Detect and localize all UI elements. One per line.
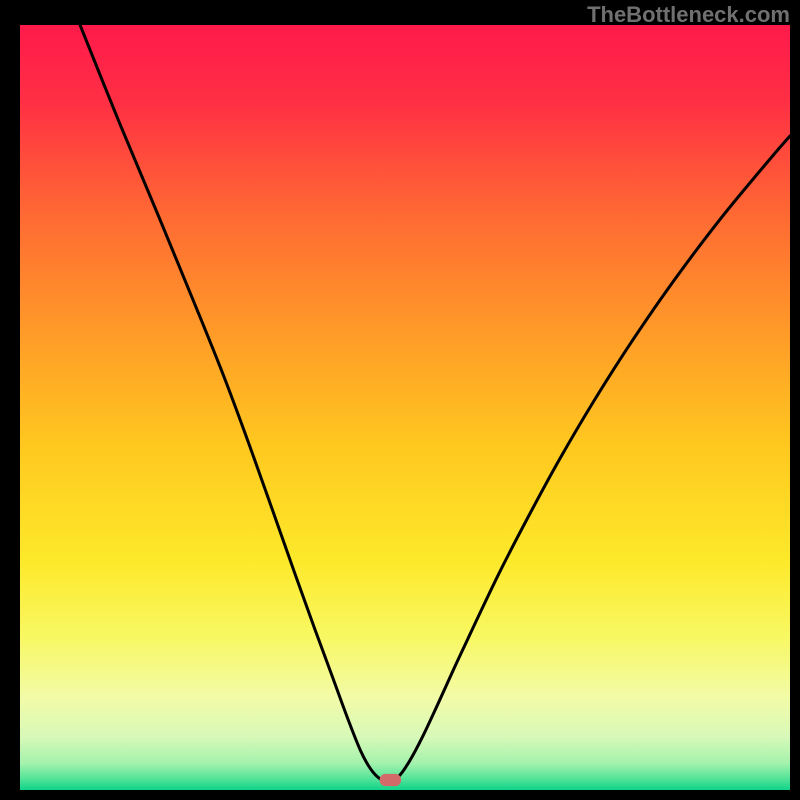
gradient-background	[20, 25, 790, 790]
chart-container: TheBottleneck.com	[0, 0, 800, 800]
bottleneck-curve-chart	[0, 0, 800, 800]
watermark-text: TheBottleneck.com	[587, 2, 790, 28]
optimal-point-marker	[380, 774, 402, 786]
